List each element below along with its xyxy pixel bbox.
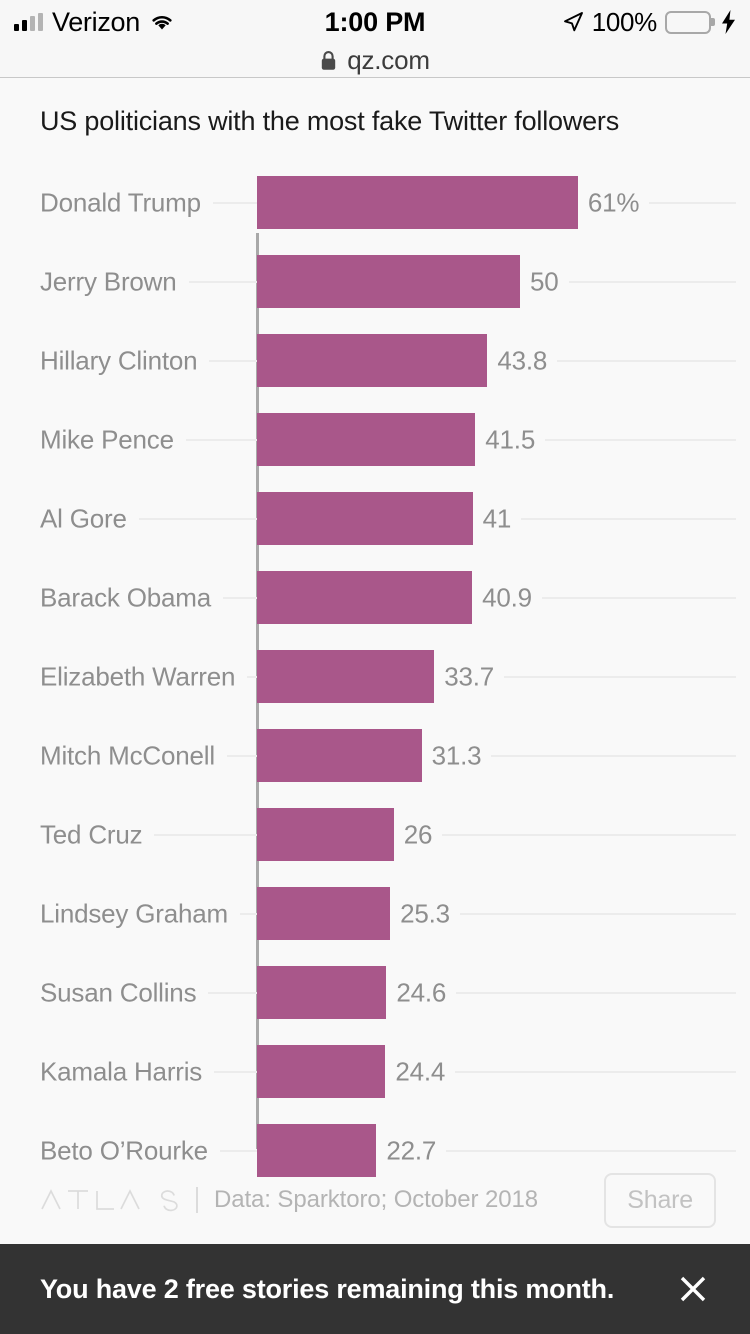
chart-category-label: Lindsey Graham [40,898,240,929]
chart-category-label: Elizabeth Warren [40,661,248,692]
chart-value-label: 25.3 [390,898,460,929]
chart-value-label: 50 [520,266,569,297]
chart-value-label: 41 [472,503,522,534]
chart-bar [257,650,435,703]
chart-value-label: 24.4 [385,1056,456,1087]
battery-percent-label: 100% [591,6,658,37]
chart-bar [257,571,473,624]
chart-bar-row: Barack Obama 40.9 [0,558,750,637]
chart-bar [257,729,422,782]
status-bar: Verizon 1:00 PM 100% [0,0,750,44]
chart-category-label: Hillary Clinton [40,345,210,376]
chart-category-label: Kamala Harris [40,1056,215,1087]
chart-bar [257,492,473,545]
chart-category-label: Beto O’Rourke [40,1135,220,1166]
chart-value-label: 22.7 [376,1135,447,1166]
signal-bars-icon [14,12,43,31]
chart-category-label: Donald Trump [40,187,213,218]
chart-bar [257,1045,386,1098]
status-bar-left: Verizon [14,7,375,38]
chart-bar-row: Lindsey Graham 25.3 [0,874,750,953]
footer-divider [196,1187,198,1213]
chart-bar [257,176,578,229]
chart-bar [257,808,394,861]
chart-bar-row: Al Gore 41 [0,479,750,558]
status-bar-right: 100% [375,7,736,38]
chart-bar [257,1124,377,1177]
chart-value-label: 33.7 [434,661,505,692]
chart-value-label: 41.5 [475,424,546,455]
paywall-message: You have 2 free stories remaining this m… [40,1273,615,1304]
atlas-logo [40,1187,180,1213]
url-text: qz.com [347,45,430,75]
wifi-icon [149,12,175,32]
chart-category-label: Ted Cruz [40,819,155,850]
battery-full-icon [665,10,711,34]
carrier-label: Verizon [52,6,140,37]
chart-category-label: Mitch McConell [40,740,227,771]
chart-bar-row: Hillary Clinton 43.8 [0,321,750,400]
chart-bar [257,334,488,387]
chart-bar [257,966,387,1019]
chart-bar-row: Elizabeth Warren 33.7 [0,637,750,716]
paywall-banner: You have 2 free stories remaining this m… [0,1244,750,1334]
chart-value-label: 31.3 [421,740,492,771]
location-arrow-icon [562,11,584,33]
chart-bar-row: Mitch McConell 31.3 [0,716,750,795]
chart-source-label: Data: Sparktoro; October 2018 [214,1186,538,1213]
chart-bar-row: Jerry Brown 50 [0,242,750,321]
lightning-bolt-icon [719,10,736,34]
chart-bar-row: Susan Collins 24.6 [0,953,750,1032]
chart-bar [257,255,520,308]
chart-plot-area: Donald Trump 61% Jerry Brown 50 Hillary Clin… [0,163,750,1177]
chart-footer: Data: Sparktoro; October 2018 Share [0,1156,750,1244]
chart-value-label: 24.6 [386,977,457,1008]
chart-category-label: Jerry Brown [40,266,189,297]
chart-bar-row: Kamala Harris 24.4 [0,1032,750,1111]
chart-container: US politicians with the most fake Twitte… [0,78,750,1244]
chart-bar-row: Donald Trump 61% [0,163,750,242]
chart-value-label: 61% [577,187,650,218]
chart-title: US politicians with the most fake Twitte… [40,106,620,136]
browser-url-bar[interactable]: qz.com [0,44,750,78]
chart-category-label: Mike Pence [40,424,186,455]
lock-icon [320,50,337,71]
chart-category-label: Barack Obama [40,582,224,613]
close-icon[interactable] [670,1266,716,1312]
chart-value-label: 26 [393,819,443,850]
chart-bar [257,887,391,940]
chart-value-label: 40.9 [472,582,542,613]
chart-category-label: Susan Collins [40,977,209,1008]
chart-category-label: Al Gore [40,503,139,534]
chart-bar [257,413,476,466]
chart-value-label: 43.8 [487,345,558,376]
chart-bar-row: Ted Cruz 26 [0,795,750,874]
share-button[interactable]: Share [604,1172,716,1228]
chart-bar-row: Beto O’Rourke 22.7 [0,1111,750,1190]
chart-bar-row: Mike Pence 41.5 [0,400,750,479]
